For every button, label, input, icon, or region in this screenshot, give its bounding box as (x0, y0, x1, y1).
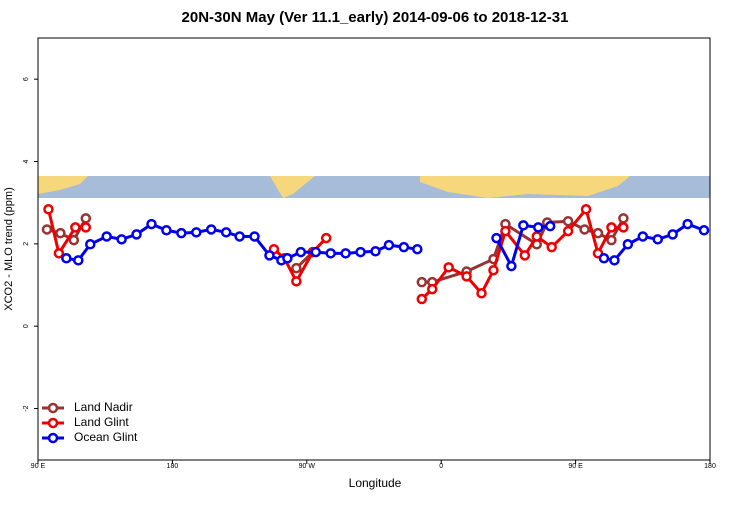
point (618, 213, 629, 224)
point (291, 262, 302, 274)
point (518, 220, 529, 231)
point (488, 264, 499, 276)
x-tick-label: 90 E (31, 463, 46, 470)
point (80, 213, 92, 224)
point (598, 253, 610, 264)
point (176, 227, 187, 239)
point (325, 248, 336, 259)
point (161, 225, 172, 236)
point (116, 234, 127, 245)
point (68, 234, 80, 246)
point (73, 255, 84, 266)
point (606, 222, 617, 233)
x-axis-label: Longitude (349, 476, 402, 490)
x-tick-label: 0 (439, 463, 443, 470)
legend-marker (47, 402, 59, 414)
chart-title: 20N-30N May (Ver 11.1_early) 2014-09-06 … (182, 9, 569, 26)
point (416, 276, 428, 288)
x-tick-label: 180 (167, 463, 179, 470)
legend-marker (47, 417, 59, 429)
point (652, 234, 663, 245)
y-tick-label: -2 (23, 405, 30, 411)
point (533, 222, 544, 233)
point (320, 232, 332, 244)
point (383, 239, 395, 251)
point (146, 218, 157, 230)
point (191, 227, 202, 238)
legend-label: Land Nadir (74, 400, 133, 414)
point (546, 241, 557, 253)
legend-marker (47, 432, 59, 444)
point (637, 231, 649, 242)
point (580, 204, 592, 215)
y-tick-label: 2 (23, 242, 30, 246)
point (682, 218, 693, 230)
point (412, 243, 423, 255)
point (85, 239, 96, 250)
point (698, 225, 710, 236)
y-tick-label: 4 (23, 159, 30, 163)
point (70, 222, 81, 233)
point (53, 248, 65, 259)
point (205, 224, 217, 235)
x-tick-label: 90 W (299, 463, 316, 470)
point (310, 246, 322, 258)
point (234, 231, 245, 242)
point (43, 204, 54, 215)
point (500, 225, 511, 237)
y-tick-label: 6 (23, 77, 30, 81)
legend-label: Land Glint (74, 415, 129, 429)
point (579, 224, 590, 235)
point (220, 227, 232, 238)
point (562, 225, 574, 237)
point (592, 227, 604, 239)
point (249, 231, 260, 242)
point (398, 241, 410, 253)
point (340, 248, 351, 259)
point (80, 222, 92, 233)
point (531, 231, 543, 242)
point (461, 271, 472, 282)
plot-frame (37, 37, 711, 461)
y-axis-label: XCO2 - MLO trend (ppm) (3, 187, 15, 310)
point (416, 293, 428, 305)
map-band (38, 176, 710, 198)
point (131, 229, 142, 240)
point (426, 283, 438, 295)
point (370, 246, 381, 257)
point (101, 231, 112, 242)
point (443, 262, 454, 273)
point (491, 232, 502, 244)
point (519, 250, 531, 261)
x-tick-label: 90 E (568, 463, 583, 470)
point (667, 229, 678, 240)
legend-label: Ocean Glint (74, 430, 138, 444)
point (264, 250, 275, 261)
point (606, 234, 617, 246)
point (55, 227, 66, 239)
x-tick-label: 180 (704, 463, 716, 470)
point (506, 260, 517, 272)
point (41, 224, 53, 235)
point (61, 253, 72, 264)
point (618, 222, 629, 233)
point (291, 276, 302, 287)
point (622, 239, 634, 250)
point (355, 246, 366, 258)
point (562, 215, 574, 227)
point (476, 288, 487, 299)
point (544, 220, 556, 232)
point (282, 253, 293, 264)
point (295, 246, 307, 258)
point (609, 255, 620, 266)
y-tick-label: 0 (23, 324, 30, 328)
